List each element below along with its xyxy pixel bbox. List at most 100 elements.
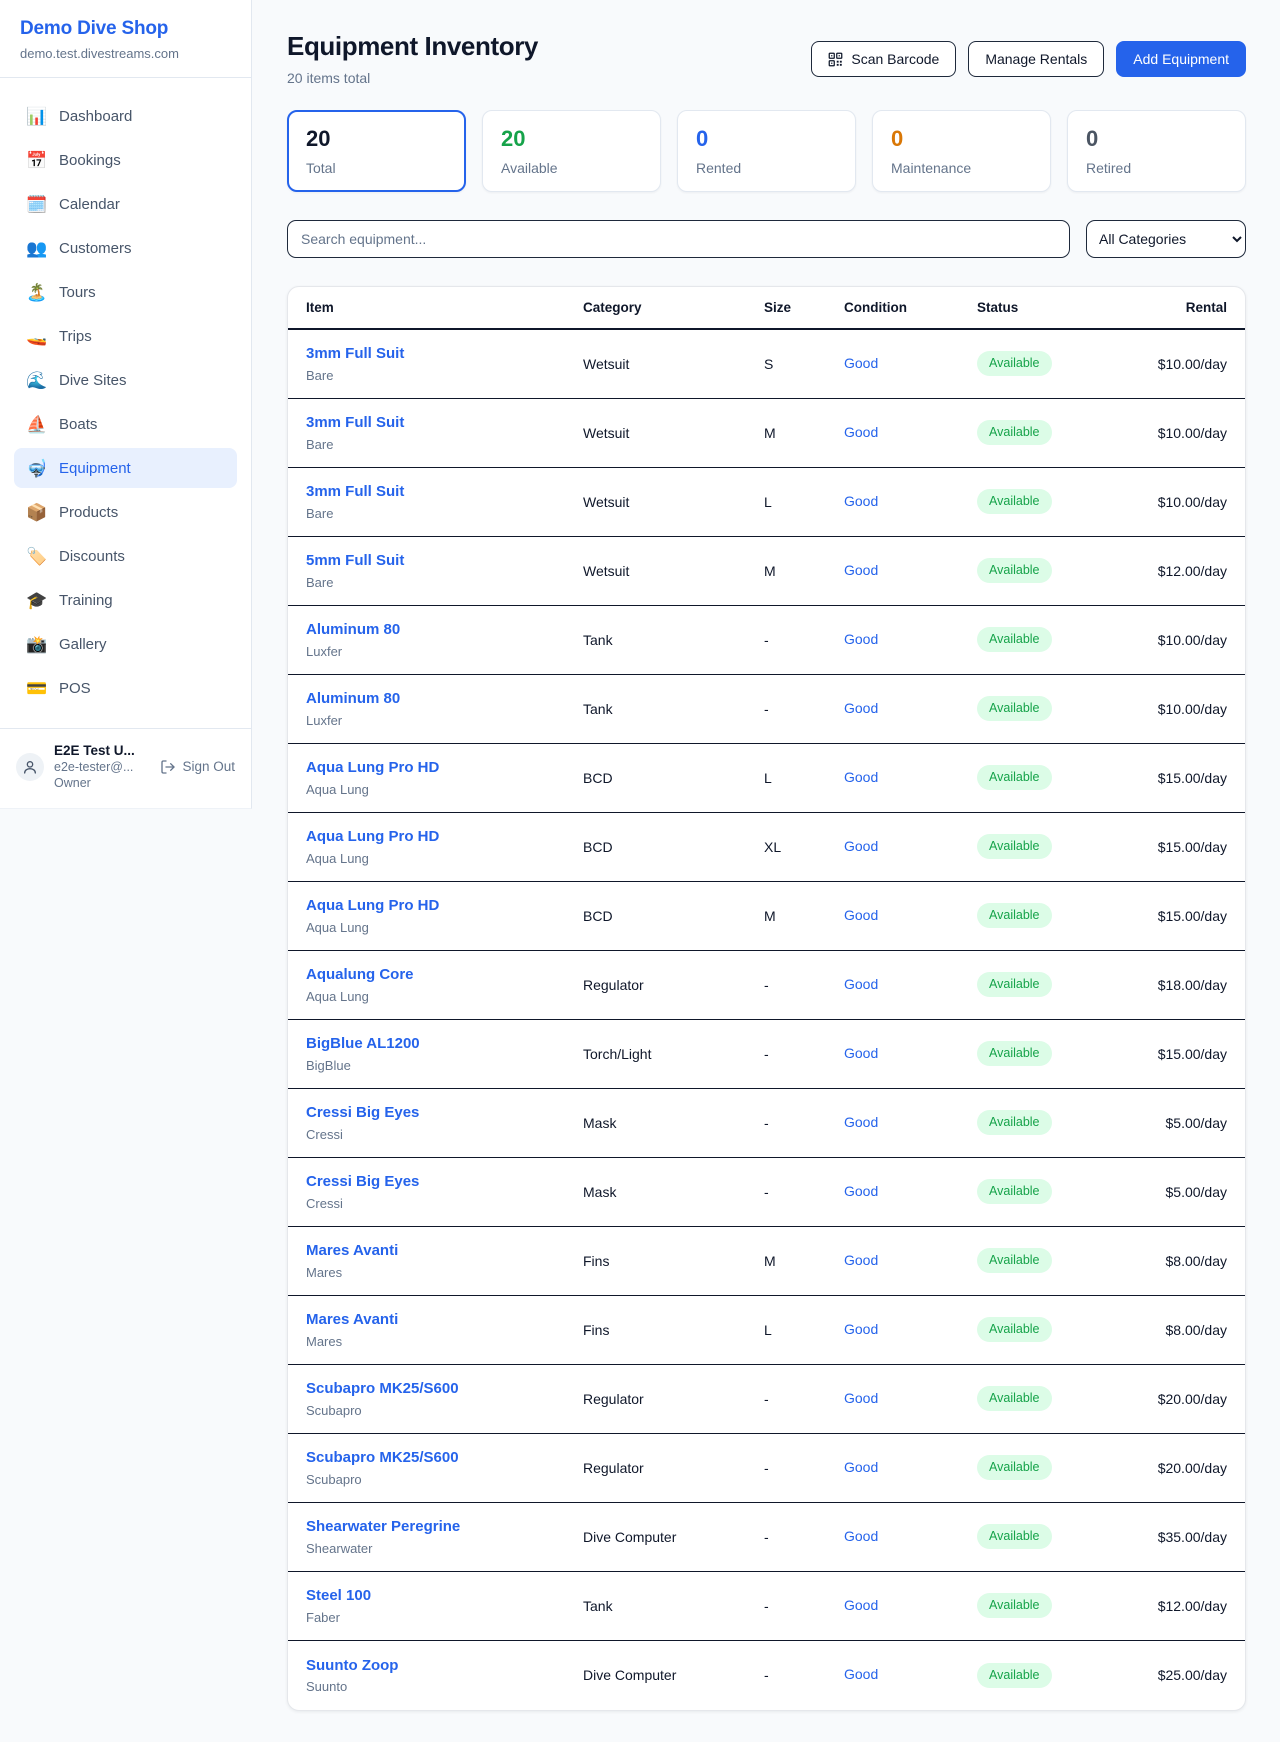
category-cell: Torch/Light — [583, 1045, 652, 1062]
sidebar-item-gallery[interactable]: 📸 Gallery — [14, 624, 237, 664]
stat-value: 0 — [1086, 125, 1099, 151]
status-cell: Available — [977, 420, 1142, 446]
item-name-link[interactable]: Aqualung Core — [306, 966, 414, 984]
stat-card-0[interactable]: 20 Total — [287, 109, 466, 192]
table-row: Shearwater Peregrine Shearwater Dive Com… — [288, 1503, 1245, 1572]
item-cell: Aqua Lung Pro HD Aqua Lung — [306, 897, 583, 935]
item-name-link[interactable]: BigBlue AL1200 — [306, 1035, 420, 1053]
sidebar-item-dive-sites[interactable]: 🌊 Dive Sites — [14, 360, 237, 400]
status-cell: Available — [977, 1317, 1142, 1343]
add-equipment-button[interactable]: Add Equipment — [1116, 41, 1246, 77]
condition-link[interactable]: Good — [844, 423, 879, 440]
status-badge: Available — [977, 972, 1052, 998]
item-brand: BigBlue — [306, 1057, 351, 1073]
item-name-link[interactable]: 3mm Full Suit — [306, 414, 405, 432]
scan-barcode-button[interactable]: Scan Barcode — [811, 41, 957, 77]
item-name-link[interactable]: Aluminum 80 — [306, 690, 401, 708]
manage-rentals-button[interactable]: Manage Rentals — [968, 41, 1105, 77]
brand-name[interactable]: Demo Dive Shop — [20, 18, 169, 39]
stat-card-4[interactable]: 0 Retired — [1067, 109, 1246, 192]
item-cell: 3mm Full Suit Bare — [306, 414, 583, 452]
sidebar-item-discounts[interactable]: 🏷️ Discounts — [14, 536, 237, 576]
rental-cell: $15.00/day — [1157, 1045, 1227, 1062]
item-brand: Faber — [306, 1609, 340, 1625]
stat-card-3[interactable]: 0 Maintenance — [872, 109, 1051, 192]
item-name-link[interactable]: Scubapro MK25/S600 — [306, 1449, 459, 1467]
sidebar-item-boats[interactable]: ⛵ Boats — [14, 404, 237, 444]
sidebar-item-tours[interactable]: 🏝️ Tours — [14, 272, 237, 312]
condition-link[interactable]: Good — [844, 354, 879, 371]
size-cell: - — [764, 1045, 769, 1062]
condition-link[interactable]: Good — [844, 1113, 879, 1130]
item-brand: Aqua Lung — [306, 781, 369, 797]
size-cell: L — [764, 1321, 772, 1338]
item-name-link[interactable]: Mares Avanti — [306, 1311, 399, 1329]
condition-link[interactable]: Good — [844, 1320, 879, 1337]
sidebar-item-dashboard[interactable]: 📊 Dashboard — [14, 96, 237, 136]
sidebar-item-customers[interactable]: 👥 Customers — [14, 228, 237, 268]
item-name-link[interactable]: Cressi Big Eyes — [306, 1104, 420, 1122]
stat-card-2[interactable]: 0 Rented — [677, 109, 856, 192]
sidebar-item-label: Bookings — [59, 151, 121, 169]
condition-link[interactable]: Good — [844, 699, 879, 716]
sidebar-item-products[interactable]: 📦 Products — [14, 492, 237, 532]
condition-link[interactable]: Good — [844, 561, 879, 578]
sidebar-item-equipment[interactable]: 🤿 Equipment — [14, 448, 237, 488]
category-cell: Dive Computer — [583, 1667, 677, 1684]
condition-link[interactable]: Good — [844, 906, 879, 923]
condition-link[interactable]: Good — [844, 837, 879, 854]
condition-link[interactable]: Good — [844, 1251, 879, 1268]
sidebar-item-bookings[interactable]: 📅 Bookings — [14, 140, 237, 180]
column-header-size: Size — [764, 299, 792, 315]
condition-link[interactable]: Good — [844, 1389, 879, 1406]
sidebar-item-training[interactable]: 🎓 Training — [14, 580, 237, 620]
condition-link[interactable]: Good — [844, 1527, 879, 1544]
sign-out-button[interactable]: Sign Out — [160, 759, 235, 775]
item-name-link[interactable]: Aqua Lung Pro HD — [306, 828, 440, 846]
item-name-link[interactable]: Cressi Big Eyes — [306, 1173, 420, 1191]
status-badge: Available — [977, 1524, 1052, 1550]
sidebar-item-calendar[interactable]: 🗓️ Calendar — [14, 184, 237, 224]
items-total-count: 20 items total — [287, 69, 371, 86]
person-icon — [24, 760, 36, 774]
item-brand: Aqua Lung — [306, 850, 369, 866]
item-name-link[interactable]: 3mm Full Suit — [306, 483, 405, 501]
condition-link[interactable]: Good — [844, 1044, 879, 1061]
stat-card-1[interactable]: 20 Available — [482, 109, 661, 192]
item-brand: Scubapro — [306, 1471, 362, 1487]
category-cell: BCD — [583, 907, 613, 924]
item-name-link[interactable]: Suunto Zoop — [306, 1656, 399, 1674]
category-filter-select[interactable]: All Categories — [1086, 219, 1246, 258]
condition-cell: Good — [844, 1597, 977, 1615]
rental-cell: $15.00/day — [1157, 838, 1227, 855]
item-name-link[interactable]: Scubapro MK25/S600 — [306, 1380, 459, 1398]
item-name-link[interactable]: Aluminum 80 — [306, 621, 401, 639]
rental-cell: $35.00/day — [1157, 1528, 1227, 1545]
item-brand: Shearwater — [306, 1540, 373, 1556]
item-name-link[interactable]: Aqua Lung Pro HD — [306, 897, 440, 915]
condition-link[interactable]: Good — [844, 630, 879, 647]
item-name-link[interactable]: 3mm Full Suit — [306, 345, 405, 363]
size-cell: - — [764, 1114, 769, 1131]
rental-cell: $20.00/day — [1157, 1459, 1227, 1476]
item-name-link[interactable]: Steel 100 — [306, 1587, 372, 1605]
condition-link[interactable]: Good — [844, 975, 879, 992]
item-name-link[interactable]: Aqua Lung Pro HD — [306, 759, 440, 777]
condition-link[interactable]: Good — [844, 1182, 879, 1199]
condition-link[interactable]: Good — [844, 1596, 879, 1613]
item-name-link[interactable]: 5mm Full Suit — [306, 552, 405, 570]
item-name-link[interactable]: Mares Avanti — [306, 1242, 399, 1260]
status-cell: Available — [977, 765, 1142, 791]
condition-link[interactable]: Good — [844, 1666, 879, 1683]
item-name-link[interactable]: Shearwater Peregrine — [306, 1518, 461, 1536]
item-cell: Shearwater Peregrine Shearwater — [306, 1518, 583, 1556]
condition-link[interactable]: Good — [844, 768, 879, 785]
condition-cell: Good — [844, 355, 977, 373]
condition-link[interactable]: Good — [844, 492, 879, 509]
sidebar-nav: 📊 Dashboard 📅 Bookings 🗓️ Calendar 👥 Cus… — [0, 78, 251, 722]
condition-link[interactable]: Good — [844, 1458, 879, 1475]
sidebar-item-pos[interactable]: 💳 POS — [14, 668, 237, 708]
search-input[interactable] — [287, 219, 1070, 258]
size-cell: - — [764, 700, 769, 717]
sidebar-item-trips[interactable]: 🚤 Trips — [14, 316, 237, 356]
